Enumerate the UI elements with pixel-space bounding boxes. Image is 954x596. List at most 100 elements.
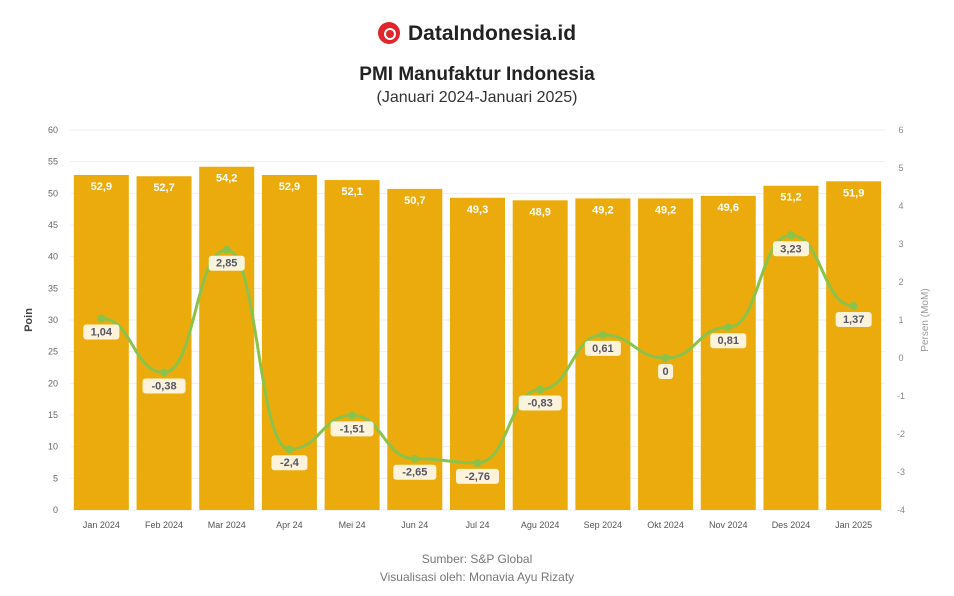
y-tick-label: 30 — [48, 315, 58, 325]
bar-label: 49,6 — [718, 202, 739, 214]
line-point — [160, 368, 169, 377]
line-point — [222, 245, 231, 254]
line-point — [661, 354, 670, 362]
y2-tick-label: -1 — [897, 391, 905, 401]
bar — [261, 174, 317, 510]
bar — [700, 195, 756, 510]
y-tick-label: 40 — [48, 252, 58, 262]
y-tick-label: 50 — [48, 188, 58, 198]
line-label: -2,76 — [465, 471, 490, 483]
x-tick-label: Sep 2024 — [584, 520, 623, 530]
y-tick-label: 60 — [48, 125, 58, 135]
y-tick-label: 5 — [53, 473, 58, 483]
x-tick-label: Okt 2024 — [647, 520, 684, 530]
brand-logo: DataIndonesia.id — [0, 22, 954, 46]
x-tick-label: Jul 24 — [465, 520, 489, 530]
x-tick-label: Des 2024 — [772, 520, 811, 530]
brand-name: DataIndonesia.id — [407, 22, 577, 45]
bar-label: 52,9 — [91, 181, 112, 193]
bar-label: 51,9 — [843, 187, 864, 199]
line-label-bg — [835, 311, 872, 327]
bar-label: 52,1 — [341, 186, 362, 198]
line-label-bg — [142, 378, 186, 394]
bar — [73, 174, 129, 510]
line-label-bg — [772, 241, 809, 257]
line-label-bg — [658, 364, 674, 379]
y2-tick-label: 3 — [898, 239, 903, 249]
y-tick-label: 15 — [48, 410, 58, 420]
line-label-bg — [83, 324, 120, 340]
line-point — [285, 445, 294, 454]
x-tick-label: Feb 2024 — [145, 520, 183, 530]
bar — [324, 180, 380, 511]
line-label: -0,38 — [151, 380, 176, 392]
bar-label: 50,7 — [404, 195, 425, 207]
bar-label: 49,3 — [467, 204, 488, 216]
line-label-bg — [393, 464, 437, 480]
line-label: -2,65 — [402, 467, 427, 479]
y-tick-label: 55 — [48, 157, 58, 167]
bar-label: 51,2 — [780, 192, 801, 204]
bar-label: 49,2 — [655, 204, 676, 216]
y2-tick-label: 1 — [898, 315, 903, 325]
line-label-bg — [271, 455, 308, 471]
y2-tick-label: 0 — [898, 353, 903, 363]
x-tick-label: Nov 2024 — [709, 520, 748, 530]
y2-axis-title: Persen (MoM) — [920, 288, 931, 351]
visual-credit: Visualisasi oleh: Monavia Ayu Rizaty — [379, 570, 575, 584]
bar — [512, 200, 568, 511]
x-tick-label: Mar 2024 — [208, 520, 246, 530]
bar-label: 52,7 — [153, 182, 174, 194]
bar-label: 54,2 — [216, 173, 237, 185]
line-point — [536, 385, 545, 394]
line-point — [410, 454, 419, 463]
line-series — [101, 233, 854, 465]
y-tick-label: 0 — [53, 505, 58, 515]
line-label: 0,81 — [718, 335, 739, 347]
bar — [450, 197, 505, 510]
line-label-bg — [710, 333, 747, 349]
line-point — [598, 330, 607, 339]
line-label: -0,83 — [528, 398, 553, 410]
bar-label: 52,9 — [279, 181, 300, 193]
line-label-bg — [584, 340, 621, 356]
bar — [199, 166, 255, 510]
y-tick-label: 10 — [48, 442, 58, 452]
bar-label: 48,9 — [529, 206, 550, 218]
line-point — [849, 301, 858, 310]
line-point — [786, 231, 795, 240]
y-axis-title: Poin — [23, 308, 35, 332]
line-label: 2,85 — [216, 258, 237, 270]
line-label: 0 — [663, 366, 669, 378]
logo-icon — [377, 22, 400, 44]
y2-tick-label: 4 — [898, 201, 903, 211]
bar — [763, 185, 819, 510]
x-tick-label: Jan 2025 — [835, 520, 872, 530]
line-label-bg — [456, 468, 499, 484]
source-note: Sumber: S&P Global — [421, 552, 533, 566]
x-tick-label: Agu 2024 — [521, 520, 560, 530]
y2-tick-label: -4 — [897, 505, 905, 515]
bar — [826, 181, 882, 511]
y-tick-label: 25 — [48, 347, 58, 357]
line-point — [724, 323, 733, 332]
y2-tick-label: 2 — [898, 277, 903, 287]
y-tick-label: 20 — [48, 378, 58, 388]
y-tick-label: 35 — [48, 283, 58, 293]
x-tick-label: Jun 24 — [401, 520, 428, 530]
line-label: -2,4 — [280, 457, 300, 469]
line-label-bg — [330, 421, 374, 437]
line-point — [473, 458, 482, 467]
line-label: 0,61 — [592, 343, 613, 355]
bar-label: 49,2 — [592, 204, 613, 216]
y2-tick-label: -3 — [897, 467, 905, 477]
line-label: 1,37 — [843, 314, 864, 326]
line-label-bg — [208, 255, 245, 271]
line-label-bg — [518, 395, 562, 411]
line-point — [97, 314, 106, 323]
chart-subtitle: (Januari 2024-Januari 2025) — [376, 89, 578, 106]
chart-title: PMI Manufaktur Indonesia — [359, 64, 595, 85]
x-tick-label: Mei 24 — [339, 520, 366, 530]
